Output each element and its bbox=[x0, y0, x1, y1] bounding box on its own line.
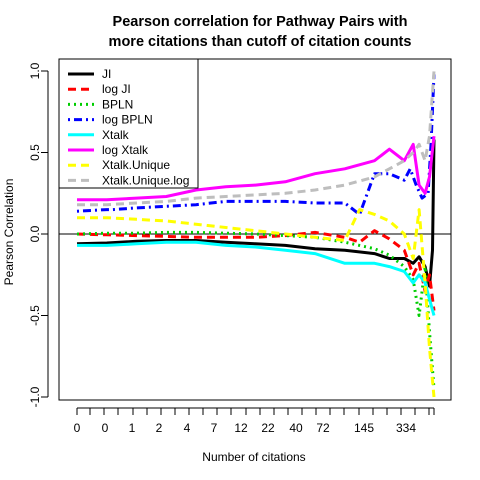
legend-label-4: Xtalk bbox=[102, 128, 130, 142]
plot-area bbox=[58, 58, 452, 401]
series-line-5 bbox=[77, 136, 436, 202]
x-tick-label-7: 22 bbox=[261, 421, 275, 435]
x-tick-label-1: 0 bbox=[102, 421, 109, 435]
x-tick-label-8: 40 bbox=[289, 421, 303, 435]
x-tick-label-4: 4 bbox=[184, 421, 191, 435]
x-tick-label-0: 0 bbox=[74, 421, 81, 435]
y-axis-label: Pearson Correlation bbox=[2, 179, 16, 286]
series-line-6 bbox=[77, 208, 436, 398]
legend-label-2: BPLN bbox=[102, 97, 133, 111]
chart-title-line-2: more citations than cutoff of citation c… bbox=[109, 34, 412, 50]
legend-label-6: Xtalk.Unique bbox=[102, 158, 170, 172]
y-tick-label-0: -1.0 bbox=[28, 386, 42, 407]
legend-label-3: log BPLN bbox=[102, 113, 153, 127]
legend-label-7: Xtalk.Unique.log bbox=[102, 173, 189, 187]
x-axis: 0 0 1 2 4 7 12 22 40 72 145 334 bbox=[74, 407, 435, 435]
y-tick-label-3: 0.5 bbox=[28, 144, 42, 161]
legend-box bbox=[58, 58, 199, 189]
y-tick-label-1: -0.5 bbox=[28, 305, 42, 326]
legend-label-1: log JI bbox=[102, 82, 131, 96]
y-tick-label-4: 1.0 bbox=[28, 62, 42, 79]
x-tick-label-3: 2 bbox=[156, 421, 163, 435]
x-axis-label: Number of citations bbox=[202, 450, 305, 464]
series-line-1 bbox=[76, 229, 436, 311]
x-tick-label-11: 334 bbox=[396, 421, 416, 435]
x-tick-label-2: 1 bbox=[129, 421, 136, 435]
chart-title-line-1: Pearson correlation for Pathway Pairs wi… bbox=[113, 14, 408, 30]
x-tick-label-10: 145 bbox=[354, 421, 374, 435]
legend-label-5: log Xtalk bbox=[102, 143, 149, 157]
series-line-4 bbox=[77, 240, 436, 316]
x-tick-label-5: 7 bbox=[211, 421, 218, 435]
plot-frame bbox=[58, 58, 452, 401]
x-tick-label-9: 72 bbox=[316, 421, 330, 435]
series-line-7 bbox=[77, 70, 436, 207]
x-tick-label-6: 12 bbox=[234, 421, 248, 435]
y-axis: -1.0 -0.5 0.0 0.5 1.0 bbox=[28, 62, 49, 407]
legend-label-0: JI bbox=[102, 67, 111, 81]
y-tick-label-2: 0.0 bbox=[28, 225, 42, 242]
